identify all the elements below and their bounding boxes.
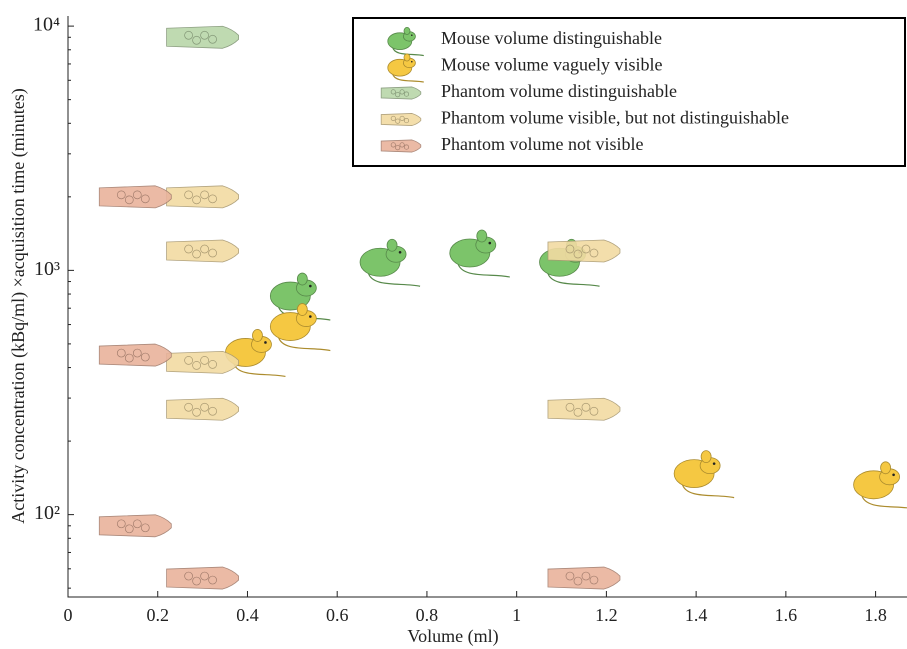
phantom-marker xyxy=(167,186,239,208)
legend-icon xyxy=(381,140,421,152)
x-axis-label: Volume (ml) xyxy=(407,626,498,647)
mouse-eye xyxy=(309,285,312,288)
x-tick-label: 1.4 xyxy=(685,605,708,625)
legend-icon xyxy=(381,113,421,125)
y-tick-label: 10⁴ xyxy=(33,14,60,36)
phantom-marker xyxy=(167,351,239,373)
y-tick-label: 10² xyxy=(34,502,60,524)
mouse-eye xyxy=(892,473,895,476)
phantom-body xyxy=(548,398,620,420)
phantom-marker xyxy=(167,240,239,262)
phantom-body xyxy=(167,567,239,589)
chart: Volume (ml) Activity concentration (kBq/… xyxy=(0,0,907,649)
mouse-ear xyxy=(297,273,307,285)
x-tick-label: 1.8 xyxy=(864,605,887,625)
mouse-eye xyxy=(264,341,267,344)
mouse-eye xyxy=(411,61,413,63)
mouse-eye xyxy=(399,251,402,254)
mouse-marker xyxy=(674,451,734,498)
legend-label: Phantom volume distinguishable xyxy=(441,81,677,101)
phantom-body xyxy=(167,186,239,208)
mouse-ear xyxy=(701,451,711,463)
x-tick-label: 0.4 xyxy=(236,605,259,625)
x-tick-label: 1.2 xyxy=(595,605,618,625)
phantom-body xyxy=(167,26,239,48)
phantom-body xyxy=(167,351,239,373)
x-tick-label: 0.6 xyxy=(326,605,349,625)
mouse-ear xyxy=(387,239,397,251)
mouse-eye xyxy=(713,462,716,465)
x-tick-label: 0 xyxy=(64,605,73,625)
phantom-marker xyxy=(167,398,239,420)
y-axis-label: Activity concentration (kBq/ml) ×acquisi… xyxy=(8,88,29,524)
x-tick-label: 1.6 xyxy=(775,605,798,625)
phantom-body xyxy=(167,398,239,420)
y-tick-label: 10³ xyxy=(34,258,60,280)
phantom-body xyxy=(381,140,421,152)
mouse-marker xyxy=(360,239,420,286)
mouse-marker xyxy=(854,462,907,509)
phantom-body xyxy=(548,240,620,262)
phantom-marker xyxy=(548,240,620,262)
mouse-eye xyxy=(309,315,312,318)
mouse-ear xyxy=(477,230,487,242)
mouse-marker xyxy=(270,304,330,351)
legend-label: Mouse volume vaguely visible xyxy=(441,55,662,75)
phantom-marker xyxy=(167,26,239,48)
mouse-ear xyxy=(404,54,410,61)
phantom-marker xyxy=(548,567,620,589)
legend-icon xyxy=(381,87,421,99)
phantom-marker xyxy=(99,186,171,208)
mouse-ear xyxy=(404,27,410,34)
mouse-ear xyxy=(297,304,307,316)
legend-label: Phantom volume not visible xyxy=(441,134,644,154)
phantom-marker xyxy=(99,344,171,366)
mouse-ear xyxy=(252,329,262,341)
phantom-body xyxy=(99,186,171,208)
x-tick-label: 0.8 xyxy=(416,605,439,625)
mouse-marker xyxy=(450,230,510,277)
phantom-body xyxy=(99,515,171,537)
phantom-marker xyxy=(99,515,171,537)
phantom-body xyxy=(99,344,171,366)
mouse-eye xyxy=(488,242,491,245)
phantom-marker xyxy=(548,398,620,420)
legend-label: Mouse volume distinguishable xyxy=(441,28,662,48)
phantom-body xyxy=(381,113,421,125)
phantom-body xyxy=(548,567,620,589)
phantom-body xyxy=(167,240,239,262)
mouse-eye xyxy=(411,34,413,36)
x-tick-label: 1 xyxy=(512,605,521,625)
phantom-marker xyxy=(167,567,239,589)
phantom-body xyxy=(381,87,421,99)
mouse-ear xyxy=(881,462,891,474)
x-tick-label: 0.2 xyxy=(146,605,169,625)
legend-label: Phantom volume visible, but not distingu… xyxy=(441,108,789,128)
